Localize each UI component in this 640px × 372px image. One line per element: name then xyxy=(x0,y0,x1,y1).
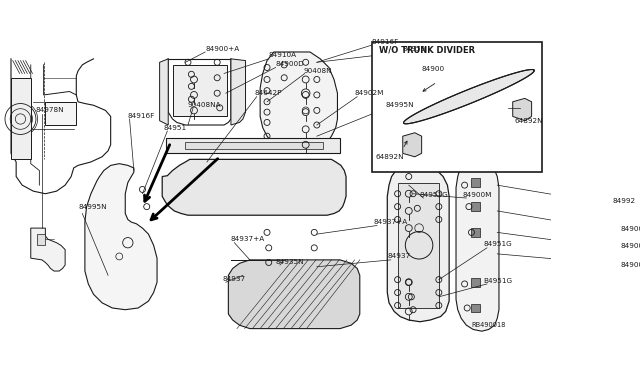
Text: 64892N: 64892N xyxy=(515,118,543,124)
Text: 84916F: 84916F xyxy=(372,39,399,45)
Text: 84992: 84992 xyxy=(612,199,636,205)
Text: 84995N: 84995N xyxy=(385,102,414,108)
Polygon shape xyxy=(403,133,422,157)
Polygon shape xyxy=(228,260,360,328)
Text: 84937: 84937 xyxy=(387,253,410,259)
Polygon shape xyxy=(162,159,346,215)
Polygon shape xyxy=(456,162,499,331)
Text: 84900M: 84900M xyxy=(463,192,492,198)
Text: 84900: 84900 xyxy=(422,66,445,72)
Polygon shape xyxy=(260,52,337,153)
Polygon shape xyxy=(85,164,157,310)
Text: 64892N: 64892N xyxy=(375,154,404,160)
Text: 84900F: 84900F xyxy=(621,226,640,232)
Text: 84916F: 84916F xyxy=(128,113,155,119)
Polygon shape xyxy=(513,98,532,121)
Text: 84900D: 84900D xyxy=(276,61,305,67)
Polygon shape xyxy=(472,304,480,312)
Text: 84951: 84951 xyxy=(164,125,187,131)
Text: 90408N: 90408N xyxy=(303,68,332,74)
Text: 84937+A: 84937+A xyxy=(374,219,408,225)
Text: 90408NA: 90408NA xyxy=(188,102,221,108)
Polygon shape xyxy=(472,178,480,187)
Text: RB490018: RB490018 xyxy=(472,322,506,328)
Text: 84937: 84937 xyxy=(222,276,246,282)
Text: 84642P: 84642P xyxy=(255,90,282,96)
Polygon shape xyxy=(231,59,246,125)
Polygon shape xyxy=(36,234,45,245)
Polygon shape xyxy=(472,228,480,237)
Polygon shape xyxy=(194,159,214,183)
Polygon shape xyxy=(11,78,31,159)
Polygon shape xyxy=(397,183,439,308)
Text: W/O TRUNK DIVIDER: W/O TRUNK DIVIDER xyxy=(379,46,475,55)
Text: 84950: 84950 xyxy=(403,45,426,52)
Text: 84951G: 84951G xyxy=(420,192,449,198)
Polygon shape xyxy=(31,228,65,271)
Text: 84995N: 84995N xyxy=(78,203,107,209)
Text: 84937+A: 84937+A xyxy=(231,236,265,242)
Polygon shape xyxy=(472,278,480,286)
Text: 84910A: 84910A xyxy=(269,52,297,58)
Polygon shape xyxy=(472,202,480,211)
Text: 84978N: 84978N xyxy=(35,108,64,113)
Text: 84951G: 84951G xyxy=(483,241,512,247)
Polygon shape xyxy=(404,70,534,124)
Text: 84900F: 84900F xyxy=(621,262,640,268)
Polygon shape xyxy=(173,65,227,116)
Text: 84900F: 84900F xyxy=(621,243,640,249)
Polygon shape xyxy=(166,138,340,153)
Polygon shape xyxy=(159,59,168,125)
Polygon shape xyxy=(372,42,542,172)
Polygon shape xyxy=(186,142,323,149)
Text: B4951G: B4951G xyxy=(483,278,513,283)
Text: 84900+A: 84900+A xyxy=(205,45,239,52)
Text: 84902M: 84902M xyxy=(355,90,384,96)
Polygon shape xyxy=(45,102,76,125)
Polygon shape xyxy=(387,170,449,322)
Text: 84935N: 84935N xyxy=(276,259,304,264)
